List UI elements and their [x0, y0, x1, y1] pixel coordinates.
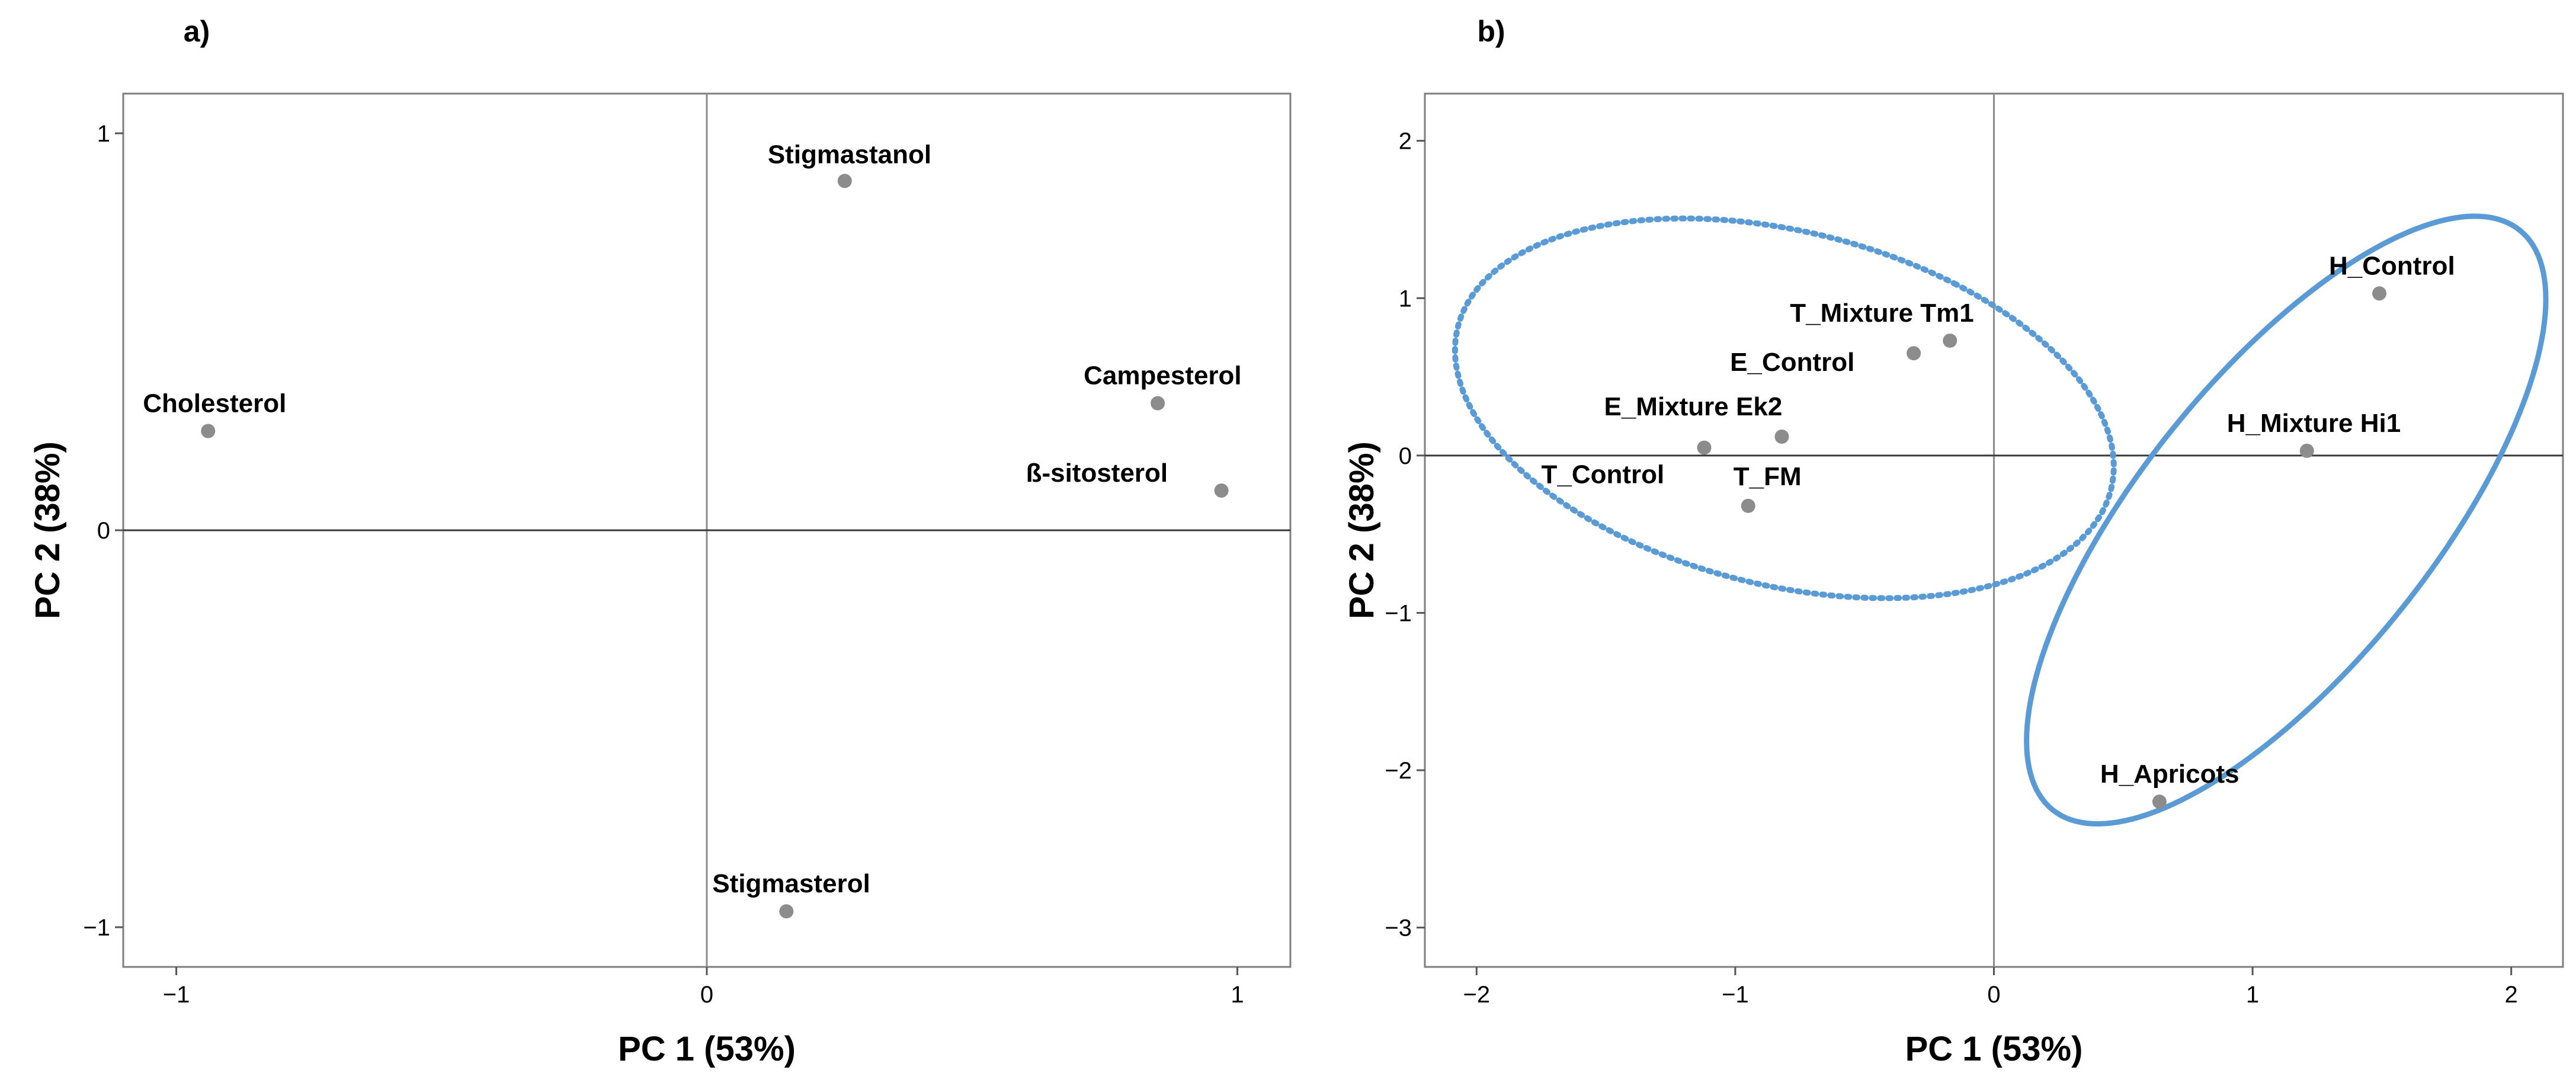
point-label: ß-sitosterol	[1026, 459, 1168, 488]
point-label: H_Apricots	[2100, 760, 2239, 789]
scatter-point	[1774, 429, 1789, 444]
scatter-point	[1697, 440, 1712, 455]
y-tick-label: −3	[1385, 915, 1412, 941]
y-tick-label: −2	[1385, 758, 1412, 784]
scatter-point	[1151, 396, 1165, 411]
x-tick-label: −1	[163, 982, 190, 1008]
scatter-point	[2299, 443, 2314, 458]
point-label: T_Control	[1542, 460, 1665, 489]
y-tick-label: 0	[1399, 443, 1412, 469]
panel-a: a) −1 0 1 −1 0 1 PC 1 (53%) PC 2 (38%) Stigmastan…	[28, 15, 1292, 1068]
point-label: H_Control	[2329, 251, 2455, 280]
scatter-point	[1943, 333, 1957, 348]
x-tick-label: 2	[2505, 982, 2518, 1008]
point-label: E_Mixture Ek2	[1604, 392, 1782, 421]
point-label: Campesterol	[1084, 361, 1242, 390]
scatter-point	[201, 424, 216, 438]
scatter-point	[1214, 483, 1229, 498]
y-axis-label: PC 2 (38%)	[28, 441, 67, 619]
x-tick-label: 0	[700, 982, 713, 1008]
y-axis-label: PC 2 (38%)	[1343, 441, 1381, 619]
x-tick-label: 1	[2246, 982, 2259, 1008]
scatter-point	[1741, 498, 1755, 513]
panel-label: b)	[1477, 15, 1505, 48]
y-tick-label: 1	[1399, 286, 1412, 312]
x-tick-label: −1	[1722, 982, 1749, 1008]
x-axis-label: PC 1 (53%)	[618, 1030, 796, 1068]
scatter-point	[2152, 795, 2167, 809]
group-ellipse-solid	[2024, 213, 2549, 827]
y-tick-label: 0	[97, 518, 110, 544]
y-tick-label: 2	[1399, 129, 1412, 155]
x-tick-label: 1	[1231, 982, 1244, 1008]
point-label: Stigmastanol	[768, 140, 931, 169]
point-label: Cholesterol	[143, 389, 286, 418]
scatter-point	[779, 904, 794, 919]
scatter-point	[837, 174, 852, 188]
x-axis-label: PC 1 (53%)	[1905, 1030, 2083, 1068]
scatter-point	[2372, 286, 2387, 301]
point-label: T_FM	[1734, 462, 1802, 491]
point-label: T_Mixture Tm1	[1790, 299, 1974, 328]
panel-b: b) −2 −1 0 1 2 −3 −2 −1 0 1 2 PC 1 (53%) PC 2 (38%) H_…	[1343, 15, 2564, 1068]
scatter-point	[1907, 346, 1921, 361]
y-tick-label: 1	[97, 121, 110, 147]
point-label: H_Mixture Hi1	[2227, 409, 2401, 438]
group-ellipse-dotted	[1452, 215, 2117, 601]
panel-label: a)	[184, 15, 210, 48]
y-tick-label: −1	[1385, 600, 1412, 626]
x-tick-label: −2	[1463, 982, 1491, 1008]
point-label: E_Control	[1730, 348, 1854, 377]
x-tick-label: 0	[1987, 982, 2000, 1008]
y-tick-label: −1	[83, 915, 110, 941]
point-label: Stigmasterol	[712, 869, 870, 898]
